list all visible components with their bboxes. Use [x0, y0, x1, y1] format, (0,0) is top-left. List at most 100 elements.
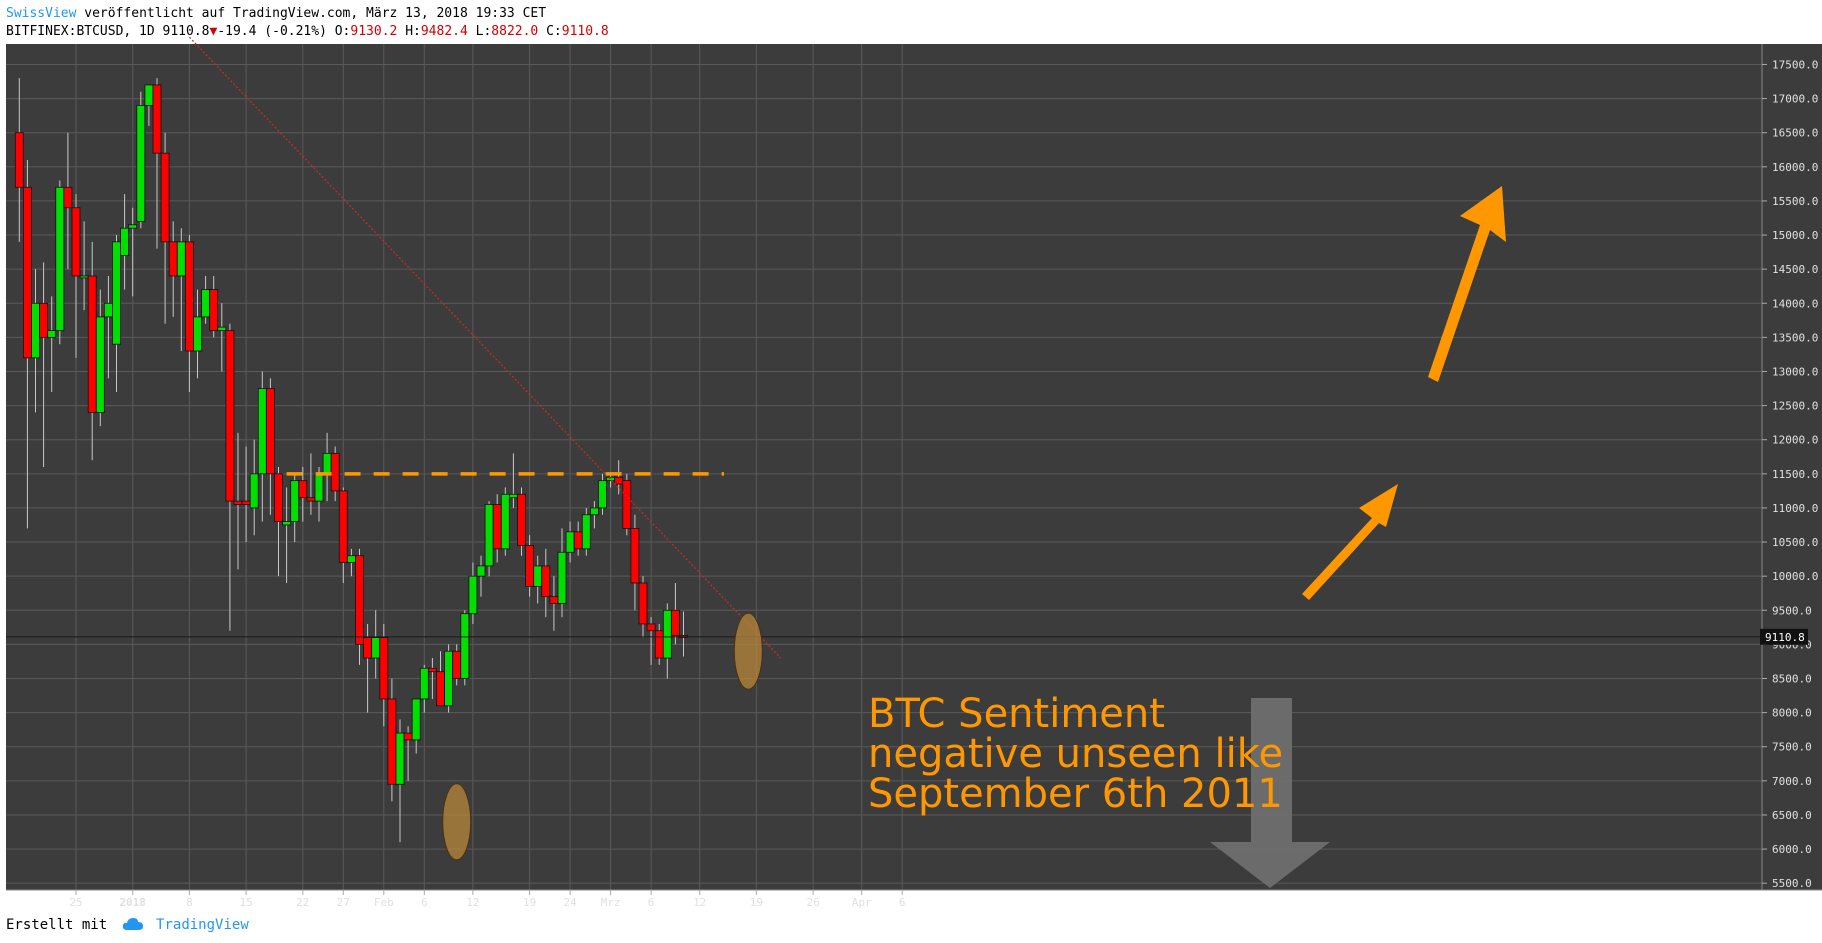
candle-body: [549, 596, 559, 604]
candle-body: [492, 504, 502, 550]
candle: [598, 473, 607, 515]
time-tick-label: 6: [421, 896, 428, 909]
price-tick-label: 9500.0: [1772, 604, 1812, 617]
candle: [63, 132, 73, 270]
time-tick-label: 12: [466, 896, 479, 909]
price-tick-label: 11500.0: [1772, 468, 1818, 481]
author-link[interactable]: SwissView: [6, 6, 77, 21]
price-axis[interactable]: 17500.0 17000.0 16500.0 16000.0 15500.0 15000…: [1761, 44, 1818, 890]
candle-body: [590, 507, 599, 516]
candle: [193, 289, 202, 379]
candle-body: [363, 637, 373, 659]
candle-body: [662, 609, 672, 659]
candle-body: [541, 565, 551, 598]
candle-body: [460, 613, 470, 679]
price-tick-label: 8000.0: [1772, 707, 1812, 720]
created-with-label: Erstellt mit: [6, 917, 108, 933]
candle-body: [508, 493, 518, 499]
candle: [622, 473, 632, 536]
candle-body: [128, 224, 138, 229]
candle: [646, 617, 656, 665]
last-price-label: 9110.8: [1765, 631, 1805, 644]
candle-body: [136, 105, 146, 222]
low-label: L:: [475, 24, 492, 39]
candle: [290, 473, 300, 543]
candle: [671, 582, 680, 645]
candle-body: [201, 289, 211, 318]
candle-body: [565, 531, 575, 553]
low-value: 8822.0: [491, 24, 539, 39]
time-tick-label: 19: [750, 896, 763, 909]
candle-body: [419, 667, 429, 700]
candle: [638, 576, 648, 638]
candle-body: [614, 476, 624, 485]
candle-body: [47, 330, 57, 338]
close-label: C:: [546, 24, 562, 39]
candle: [120, 194, 129, 290]
tradingview-link[interactable]: TradingView: [156, 917, 249, 933]
candle-body: [436, 671, 445, 707]
price-tick-label: 10500.0: [1772, 536, 1818, 549]
time-tick-label: Mrz: [601, 896, 621, 909]
candle: [476, 555, 486, 597]
price-tick-label: 7500.0: [1772, 741, 1812, 754]
annotation-text-line: September 6th 2011: [868, 771, 1283, 817]
candle: [468, 562, 478, 624]
price-tick-label: 16500.0: [1772, 127, 1818, 140]
candle: [47, 296, 57, 392]
candle-body: [193, 316, 202, 352]
candle: [484, 501, 494, 577]
time-tick-label: 15: [239, 896, 252, 909]
candle: [136, 91, 146, 229]
candle-body: [573, 531, 583, 550]
time-tick-label: 27: [337, 896, 350, 909]
published-text: veröffentlicht auf TradingView.com, März…: [84, 6, 547, 21]
candle-body: [476, 565, 486, 577]
price-tick-label: 15500.0: [1772, 195, 1818, 208]
candle-body: [112, 241, 121, 345]
candle: [411, 698, 421, 754]
candle-body: [671, 609, 680, 636]
candle-body: [79, 275, 89, 279]
candle-body: [31, 302, 40, 359]
candle: [581, 507, 591, 556]
candle-body: [387, 698, 397, 785]
annotation-text-line: negative unseen like: [868, 731, 1283, 777]
time-tick-label: Feb: [374, 896, 394, 909]
candle-body: [403, 732, 413, 741]
open-value: 9130.2: [350, 24, 398, 39]
candle: [355, 548, 364, 665]
cloud-icon: [122, 918, 143, 930]
candle: [541, 548, 551, 618]
candle-body: [379, 637, 389, 700]
candle-body: [444, 650, 454, 707]
time-axis[interactable]: 25 2018 8 15 22 27 Feb 6 12 19 24 Mrz 6 12 19 26 Apr 6: [6, 889, 1822, 909]
plot-background: [6, 44, 1822, 890]
candle-body: [427, 667, 437, 673]
candle-body: [622, 480, 632, 529]
candle-body: [355, 555, 364, 645]
annotation-text-line: BTC Sentiment: [868, 691, 1165, 737]
candle: [500, 487, 510, 556]
price-tick-label: 13000.0: [1772, 365, 1818, 378]
price-tick-label: 17500.0: [1772, 58, 1818, 71]
price-tick-label: 16000.0: [1772, 161, 1818, 174]
candle-body: [176, 241, 186, 277]
candle-body: [654, 630, 664, 659]
candle-body: [168, 241, 178, 277]
candle: [590, 501, 599, 529]
candle: [112, 235, 121, 392]
candle-body: [39, 302, 48, 338]
candle-body: [598, 480, 607, 509]
candle-body: [274, 473, 283, 522]
price-tick-label: 17000.0: [1772, 93, 1818, 106]
candle: [160, 132, 170, 324]
candle-body: [468, 575, 478, 615]
candle-body: [225, 330, 235, 502]
open-label: O:: [334, 24, 351, 39]
change-value: -19.4 (-0.21%): [217, 24, 327, 39]
candle: [338, 487, 348, 583]
price-tick-label: 6000.0: [1772, 843, 1812, 856]
close-value: 9110.8: [561, 24, 609, 39]
